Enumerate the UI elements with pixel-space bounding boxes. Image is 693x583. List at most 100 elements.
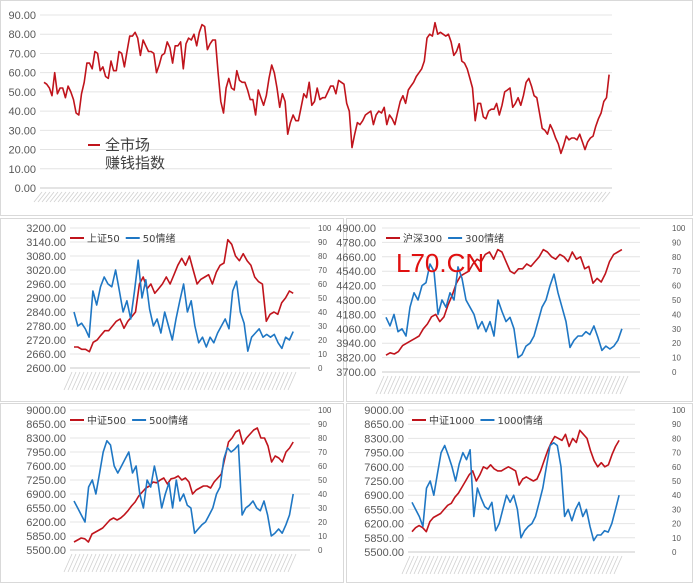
x-tick-mark bbox=[553, 191, 563, 203]
y-tick-label: 4180.00 bbox=[336, 309, 376, 321]
x-tick-mark bbox=[503, 375, 513, 395]
x-tick-mark bbox=[69, 191, 79, 203]
x-tick-mark bbox=[115, 553, 125, 573]
x-tick-mark bbox=[429, 555, 439, 575]
x-tick-mark bbox=[513, 555, 523, 575]
x-tick-mark bbox=[379, 375, 389, 395]
x-tick-mark bbox=[449, 555, 459, 575]
y-tick-label: 0.00 bbox=[15, 183, 36, 195]
x-tick-mark bbox=[321, 191, 331, 203]
y-tick-label: 2660.00 bbox=[26, 349, 66, 361]
x-tick-mark bbox=[377, 191, 387, 203]
x-tick-mark bbox=[171, 371, 181, 391]
x-tick-mark bbox=[231, 371, 241, 391]
chart-2: 3700.00 3820.00 3940.00 4060.00 4180.00 4300.… bbox=[336, 223, 686, 395]
x-tick-mark bbox=[439, 375, 449, 395]
y2-tick-label: 90 bbox=[672, 420, 681, 429]
x-tick-mark bbox=[107, 371, 117, 391]
y-tick-label: 2960.00 bbox=[26, 279, 66, 291]
y2-tick-label: 80 bbox=[318, 252, 327, 261]
panel-csi500 bbox=[0, 403, 344, 583]
x-tick-mark bbox=[485, 191, 495, 203]
y2-tick-label: 0 bbox=[318, 364, 323, 373]
x-tick-mark bbox=[611, 375, 621, 395]
x-tick-mark bbox=[115, 371, 125, 391]
y2-tick-label: 60 bbox=[318, 462, 327, 471]
x-tick-mark bbox=[151, 371, 161, 391]
y-tick-label: 4300.00 bbox=[336, 295, 376, 307]
x-tick-mark bbox=[143, 553, 153, 573]
x-tick-mark bbox=[509, 191, 519, 203]
x-tick-mark bbox=[239, 553, 249, 573]
x-tick-mark bbox=[259, 553, 269, 573]
x-tick-mark bbox=[271, 371, 281, 391]
x-tick-mark bbox=[451, 375, 461, 395]
y-tick-label: 3820.00 bbox=[336, 353, 376, 365]
x-tick-mark bbox=[395, 375, 405, 395]
y-tick-label: 20.00 bbox=[8, 145, 36, 157]
x-tick-mark bbox=[501, 555, 511, 575]
x-tick-mark bbox=[227, 553, 237, 573]
x-tick-mark bbox=[99, 553, 109, 573]
x-tick-mark bbox=[183, 371, 193, 391]
y2-tick-label: 30 bbox=[672, 505, 681, 514]
x-tick-mark bbox=[133, 191, 143, 203]
x-tick-mark bbox=[181, 191, 191, 203]
y2-tick-label: 20 bbox=[318, 336, 327, 345]
x-tick-mark bbox=[87, 553, 97, 573]
x-tick-mark bbox=[161, 191, 171, 203]
x-tick-mark bbox=[243, 371, 253, 391]
x-tick-mark bbox=[63, 371, 73, 391]
x-tick-mark bbox=[499, 375, 509, 395]
y2-tick-label: 10 bbox=[672, 534, 681, 543]
x-tick-mark bbox=[563, 375, 573, 395]
panel-csi300 bbox=[346, 218, 693, 402]
x-tick-mark bbox=[465, 555, 475, 575]
x-tick-mark bbox=[553, 555, 563, 575]
x-tick-mark bbox=[413, 191, 423, 203]
x-tick-mark bbox=[57, 191, 67, 203]
x-tick-mark bbox=[61, 191, 71, 203]
x-tick-mark bbox=[71, 371, 81, 391]
x-tick-mark bbox=[527, 375, 537, 395]
x-tick-mark bbox=[507, 375, 517, 395]
y-tick-label: 7250.00 bbox=[26, 475, 66, 487]
x-tick-mark bbox=[491, 375, 501, 395]
x-tick-mark bbox=[159, 371, 169, 391]
y-tick-label: 7950.00 bbox=[26, 447, 66, 459]
y2-tick-label: 40 bbox=[672, 310, 681, 319]
x-tick-mark bbox=[403, 375, 413, 395]
x-tick-mark bbox=[429, 191, 439, 203]
x-tick-mark bbox=[185, 191, 195, 203]
x-tick-mark bbox=[361, 191, 371, 203]
y2-tick-label: 50 bbox=[318, 294, 327, 303]
y2-tick-label: 70 bbox=[672, 449, 681, 458]
x-tick-mark bbox=[289, 191, 299, 203]
x-tick-mark bbox=[473, 555, 483, 575]
x-tick-mark bbox=[267, 371, 277, 391]
x-tick-mark bbox=[165, 191, 175, 203]
y2-tick-label: 50 bbox=[672, 296, 681, 305]
x-tick-mark bbox=[561, 191, 571, 203]
x-tick-mark bbox=[147, 371, 157, 391]
y-tick-label: 4420.00 bbox=[336, 281, 376, 293]
chart-3: 5500.00 5850.00 6200.00 6550.00 6900.00 7250.… bbox=[26, 405, 332, 573]
y2-tick-label: 100 bbox=[672, 406, 686, 415]
x-tick-mark bbox=[101, 191, 111, 203]
x-tick-mark bbox=[151, 553, 161, 573]
chart-4: 5500.00 5850.00 6200.00 6550.00 6900.00 7250.… bbox=[364, 405, 686, 575]
x-tick-mark bbox=[521, 191, 531, 203]
x-tick-mark bbox=[529, 555, 539, 575]
x-tick-mark bbox=[223, 553, 233, 573]
x-tick-mark bbox=[137, 191, 147, 203]
x-tick-mark bbox=[211, 553, 221, 573]
x-tick-mark bbox=[463, 375, 473, 395]
y2-tick-label: 10 bbox=[672, 354, 681, 363]
x-tick-mark bbox=[309, 191, 319, 203]
x-tick-mark bbox=[605, 555, 615, 575]
x-tick-mark bbox=[557, 191, 567, 203]
x-tick-mark bbox=[559, 375, 569, 395]
x-tick-mark bbox=[229, 191, 239, 203]
y2-tick-label: 80 bbox=[672, 253, 681, 262]
x-tick-mark bbox=[261, 191, 271, 203]
